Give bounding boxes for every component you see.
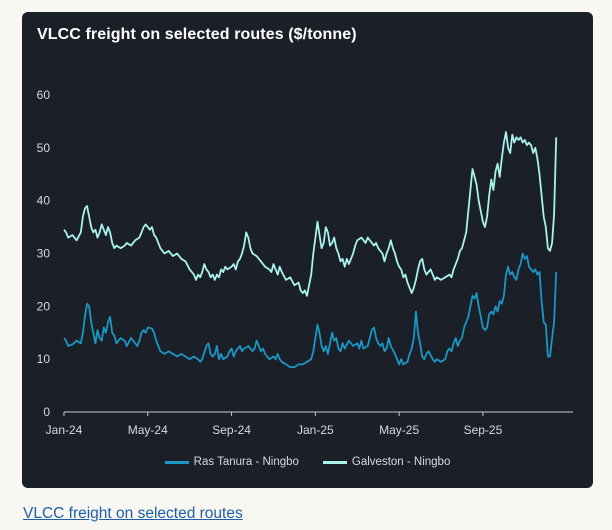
chart-caption-link[interactable]: VLCC freight on selected routes [23,505,243,522]
chart-plot: 0 10 20 30 40 50 60 Jan-24 May-24 Sep-24 Jan-25 May… [37,88,573,437]
series-line-ras-tanura-ningbo [63,252,558,368]
series-line-galveston-ningbo [63,131,558,297]
legend-label-galveston: Galveston - Ningbo [351,456,451,468]
y-tick-label: 10 [37,352,51,366]
x-tick-label: Sep-24 [212,423,251,437]
y-tick-label: 50 [37,141,51,155]
legend-item-galveston[interactable]: Galveston - Ningbo [322,456,451,468]
y-tick-label: 20 [37,299,51,313]
x-tick-label: Sep-25 [464,423,503,437]
legend-swatch-galveston [322,460,347,464]
x-tick-label: Jan-24 [46,423,83,437]
legend-swatch-ras-tanura [164,460,189,464]
y-tick-label: 30 [37,247,51,261]
y-tick-label: 0 [43,405,50,419]
chart-title: VLCC freight on selected routes ($/tonne… [37,26,357,43]
chart-legend: Ras Tanura - Ningbo Galveston - Ningbo [22,456,593,468]
x-tick-label: May-25 [379,423,419,437]
x-tick-label: Jan-25 [297,423,334,437]
legend-label-ras-tanura: Ras Tanura - Ningbo [193,456,299,468]
x-tick-label: May-24 [128,423,168,437]
legend-item-ras-tanura[interactable]: Ras Tanura - Ningbo [164,456,299,468]
y-tick-label: 60 [37,88,51,102]
chart-card: VLCC freight on selected routes ($/tonne… [22,12,593,488]
y-tick-label: 40 [37,194,51,208]
